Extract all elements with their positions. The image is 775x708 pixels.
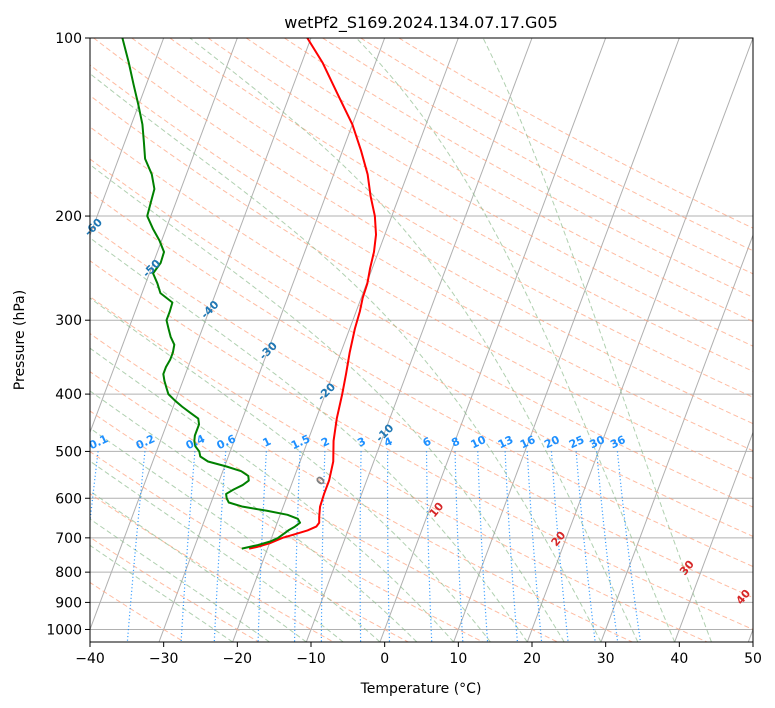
y-axis-label: Pressure (hPa) [12,290,28,390]
mixing-ratio-line [180,451,196,642]
y-tick-label: 600 [55,491,82,507]
y-tick-label: 200 [55,209,82,225]
mixing-ratio-label: 13 [496,433,515,451]
mixing-ratio-line [425,451,433,642]
x-tick-label: 0 [380,651,389,667]
isotherm-line [90,38,165,237]
mixing-ratio-label: 16 [518,433,538,451]
moist-adiabat-line [482,38,712,642]
temperature-profile-line [248,38,378,550]
x-tick-label: 50 [744,651,762,667]
x-axis-label: Temperature (°C) [360,681,482,697]
dry-adiabat-line [245,38,753,323]
dry-adiabat-line [90,332,633,642]
y-tick-label: 700 [55,531,82,547]
mixing-ratio-label: 25 [567,433,586,451]
y-tick-label: 500 [55,444,82,460]
x-tick-label: −10 [296,651,326,667]
x-tick-label: 30 [597,651,615,667]
mixing-ratio-line [504,451,519,642]
plot-frame [89,37,754,643]
dry-adiabat-line [131,38,753,398]
x-tick-label: −30 [149,651,179,667]
isotherm-line [674,430,753,642]
moist-adiabat-line [90,460,344,642]
dry-adiabat-line [90,260,753,631]
x-tick-label: −40 [75,651,105,667]
moist-adiabat-line [90,164,565,642]
dry-adiabat-line [90,191,753,568]
mixing-ratio-line [359,451,362,642]
isotherm-line [379,38,607,642]
dry-adiabat-line [169,38,753,372]
isotherm-line [600,233,753,642]
dry-adiabat-line [90,371,558,642]
mixing-ratio-line [477,451,489,642]
axis-ticks: −40 −30 −20 −10 0 10 20 30 40 50 100 200 300 400 500 60… [46,31,762,667]
isotherm-line [158,38,386,642]
dewpoint-profile-line [121,38,302,550]
mixing-ratio-line [454,451,464,642]
mixing-ratio-line [526,451,543,642]
dry-adiabat-line [90,410,484,642]
dry-adiabat-line [90,581,185,642]
isotherm-line [90,38,238,434]
y-tick-label: 100 [55,31,82,47]
isotherm-line [526,38,753,642]
chart-title: wetPf2_S169.2024.134.07.17.G05 [284,13,558,33]
dry-adiabat-line [90,536,260,642]
dry-adiabat-line [284,38,753,298]
mixing-ratio-line [596,451,619,642]
mixing-ratio-label: 20 [542,433,562,451]
mixing-ratio-label: 10 [469,433,489,451]
moist-adiabat-line [90,347,455,642]
mixing-ratio-line [293,451,301,642]
background-lines [90,38,753,642]
y-tick-label: 300 [55,313,82,329]
mixing-ratio-label: 30 [588,433,608,451]
dry-adiabat-line [93,38,753,425]
isotherm-line [305,38,533,642]
isotherm-line [453,38,680,642]
mixing-ratio-line [320,451,326,642]
y-tick-label: 400 [55,387,82,403]
mixing-ratio-line [386,451,391,642]
moist-adiabat-line [90,518,270,642]
moist-adiabat-line [189,38,639,642]
dry-adiabat-line [90,95,753,480]
moist-adiabat-line [90,73,602,642]
y-tick-label: 1000 [46,622,82,638]
moist-adiabat-line [90,237,528,642]
moist-adiabat-line [90,427,381,642]
mixing-ratio-label: 36 [608,433,628,451]
dry-adiabat-line [90,126,753,508]
dry-adiabat-line [90,158,753,537]
x-tick-label: −20 [223,651,253,667]
mixing-ratio-line [213,451,227,642]
mixing-ratio-line [616,451,642,642]
mixing-ratio-line [550,451,569,642]
dry-adiabat-line [90,493,334,642]
y-tick-label: 900 [55,595,82,611]
x-tick-label: 40 [670,651,688,667]
mixing-ratio-line [257,451,267,642]
y-tick-label: 800 [55,565,82,581]
moist-adiabat-line [90,544,233,642]
data-series [121,38,378,550]
x-tick-label: 10 [449,651,467,667]
x-tick-label: 20 [523,651,541,667]
